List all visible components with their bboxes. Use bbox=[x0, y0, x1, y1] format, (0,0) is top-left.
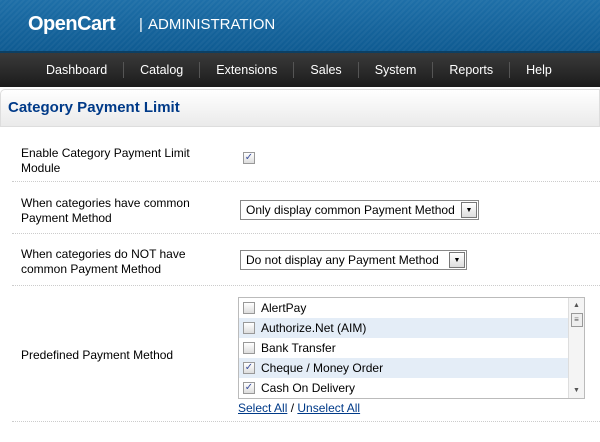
payment-method-list[interactable]: AlertPay Authorize.Net (AIM) Bank Transf… bbox=[238, 297, 585, 399]
list-item[interactable]: Authorize.Net (AIM) bbox=[239, 318, 569, 338]
item-label: Authorize.Net (AIM) bbox=[261, 321, 367, 335]
predefined-label: Predefined Payment Method bbox=[21, 348, 174, 362]
nav-reports[interactable]: Reports bbox=[433, 62, 511, 78]
checkbox[interactable]: ✓ bbox=[243, 362, 255, 374]
main-nav: Dashboard Catalog Extensions Sales Syste… bbox=[0, 53, 600, 87]
link-divider: / bbox=[290, 401, 295, 415]
logo-separator: | bbox=[139, 16, 143, 33]
common-select[interactable]: Only display common Payment Method ▼ bbox=[240, 200, 479, 220]
page-title: Category Payment Limit bbox=[0, 89, 600, 127]
item-label: Cheque / Money Order bbox=[261, 361, 384, 375]
not-common-row: When categories do NOT have common Payme… bbox=[12, 234, 600, 286]
list-item[interactable]: ✓ Cash On Delivery bbox=[239, 378, 569, 398]
scrollbar[interactable]: ▲ ≡ ▼ bbox=[568, 298, 584, 398]
not-common-select[interactable]: Do not display any Payment Method ▼ bbox=[240, 250, 467, 270]
nav-catalog[interactable]: Catalog bbox=[124, 62, 201, 78]
chevron-down-icon: ▼ bbox=[449, 252, 465, 268]
scroll-up-icon[interactable]: ▲ bbox=[573, 302, 580, 309]
item-label: Bank Transfer bbox=[261, 341, 336, 355]
checkbox[interactable] bbox=[243, 342, 255, 354]
not-common-label: When categories do NOT have common Payme… bbox=[21, 247, 186, 276]
checkbox[interactable] bbox=[243, 302, 255, 314]
header-subtitle: ADMINISTRATION bbox=[148, 16, 276, 33]
predefined-row: Predefined Payment Method bbox=[12, 286, 600, 422]
chevron-down-icon: ▼ bbox=[461, 202, 477, 218]
select-all-link[interactable]: Select All bbox=[238, 401, 288, 415]
nav-help[interactable]: Help bbox=[526, 63, 552, 77]
enable-row: Enable Category Payment Limit Module ✓ bbox=[12, 130, 600, 182]
scroll-thumb[interactable]: ≡ bbox=[570, 313, 583, 327]
common-row: When categories have common Payment Meth… bbox=[12, 182, 600, 234]
nav-system[interactable]: System bbox=[359, 62, 434, 78]
logo: OpenCart bbox=[28, 13, 116, 35]
common-select-value: Only display common Payment Method bbox=[246, 203, 455, 217]
item-label: AlertPay bbox=[261, 301, 307, 315]
nav-extensions[interactable]: Extensions bbox=[200, 62, 295, 78]
not-common-select-value: Do not display any Payment Method bbox=[246, 253, 439, 267]
common-label: When categories have common Payment Meth… bbox=[21, 196, 190, 225]
list-item[interactable]: ✓ Cheque / Money Order bbox=[239, 358, 569, 378]
nav-sales[interactable]: Sales bbox=[294, 62, 359, 78]
checkbox[interactable] bbox=[243, 322, 255, 334]
list-item[interactable]: Bank Transfer bbox=[239, 338, 569, 358]
unselect-all-link[interactable]: Unselect All bbox=[297, 401, 361, 415]
enable-checkbox[interactable]: ✓ bbox=[243, 152, 255, 164]
enable-label: Enable Category Payment Limit Module bbox=[21, 146, 190, 175]
scroll-down-icon[interactable]: ▼ bbox=[573, 387, 580, 394]
header: OpenCart | ADMINISTRATION bbox=[0, 0, 600, 53]
checkbox[interactable]: ✓ bbox=[243, 382, 255, 394]
nav-dashboard[interactable]: Dashboard bbox=[30, 62, 125, 78]
select-links: Select All / Unselect All bbox=[238, 401, 360, 415]
list-item[interactable]: AlertPay bbox=[239, 298, 569, 318]
item-label: Cash On Delivery bbox=[261, 381, 356, 395]
